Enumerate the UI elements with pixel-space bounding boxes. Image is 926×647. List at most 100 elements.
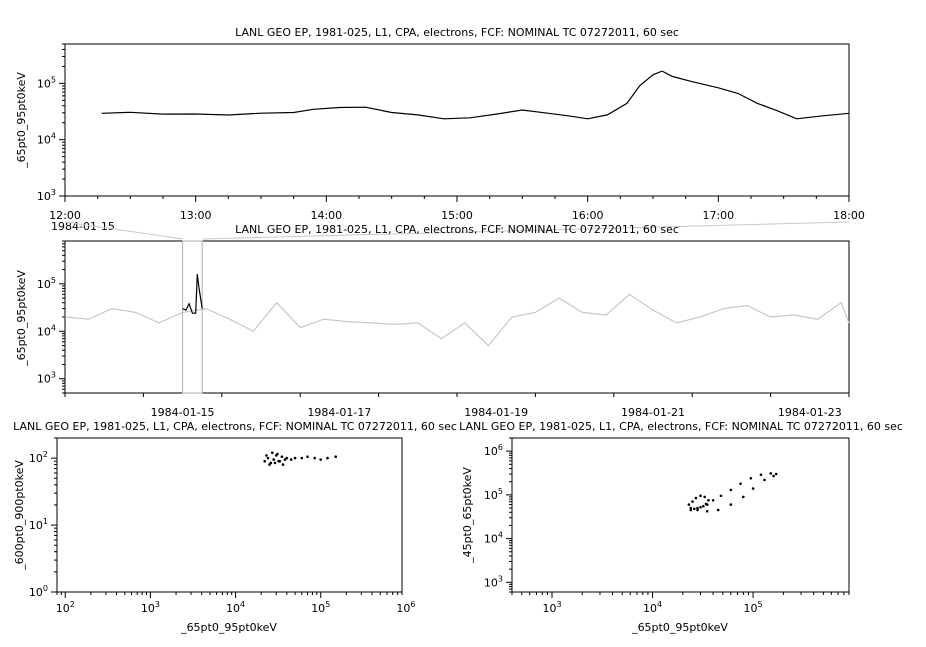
panel-2-y-label: _65pt0_95pt0keV bbox=[15, 270, 28, 367]
x-tick-label: 104 bbox=[643, 600, 662, 615]
panel-1-y-label: _65pt0_95pt0keV bbox=[15, 72, 28, 169]
data-point bbox=[285, 456, 289, 460]
data-point bbox=[742, 495, 745, 499]
data-point bbox=[759, 473, 763, 477]
data-point bbox=[289, 458, 293, 461]
data-point bbox=[696, 508, 699, 512]
data-point bbox=[749, 477, 753, 480]
panel-3-y-label: _600pt0_900pt0keV bbox=[13, 460, 26, 571]
y-tick-label: 106 bbox=[484, 443, 503, 458]
data-point bbox=[334, 455, 338, 459]
y-tick-label: 104 bbox=[37, 132, 56, 147]
x-tick-label: 16:00 bbox=[572, 209, 604, 222]
zoom-connector-left bbox=[64, 221, 184, 240]
data-point bbox=[306, 455, 309, 459]
data-point bbox=[699, 494, 702, 498]
x-tick-label: 18:00 bbox=[833, 209, 865, 222]
panel-3-points bbox=[263, 451, 338, 466]
panel-2-title: LANL GEO EP, 1981-025, L1, CPA, electron… bbox=[235, 223, 679, 236]
panel-4-points bbox=[687, 472, 778, 513]
data-point bbox=[300, 456, 304, 460]
x-tick-label: 14:00 bbox=[310, 209, 342, 222]
data-point bbox=[707, 499, 710, 502]
data-point bbox=[772, 474, 775, 478]
panel-1-y-ticks: 103 104 105 bbox=[37, 43, 65, 203]
panel-4-y-label: _45pt0_65pt0keV bbox=[461, 467, 474, 564]
x-tick-label: 1984-01-21 bbox=[621, 406, 685, 419]
panel-2-series-overview bbox=[64, 293, 850, 347]
x-tick-label: 1984-01-19 bbox=[464, 406, 528, 419]
panel-2-zoom-box bbox=[182, 240, 203, 394]
data-point bbox=[281, 463, 285, 466]
data-point bbox=[687, 503, 691, 506]
panel-4-x-ticks: 103 104 105 bbox=[511, 592, 850, 615]
data-point bbox=[268, 463, 271, 466]
panel-2-x-ticks: 1984-01-15 1984-01-17 1984-01-19 1984-01-21… bbox=[64, 393, 850, 419]
y-tick-label: 105 bbox=[37, 276, 56, 291]
y-tick-label: 100 bbox=[29, 584, 48, 599]
panel-1-frame bbox=[64, 43, 850, 197]
data-point bbox=[283, 458, 287, 461]
data-point bbox=[326, 456, 329, 460]
panel-3-x-label: _65pt0_95pt0keV bbox=[180, 621, 277, 634]
y-tick-label: 103 bbox=[37, 188, 56, 203]
data-point bbox=[319, 458, 323, 461]
y-tick-label: 105 bbox=[484, 487, 503, 502]
panel-time-series: LANL GEO EP, 1981-025, L1, CPA, electron… bbox=[15, 26, 865, 233]
y-tick-label: 101 bbox=[29, 517, 48, 532]
data-point bbox=[751, 487, 755, 490]
data-point bbox=[705, 510, 709, 513]
panel-overview: LANL GEO EP, 1981-025, L1, CPA, electron… bbox=[15, 223, 850, 419]
panel-3-y-ticks: 100 101 102 bbox=[29, 437, 57, 599]
data-point bbox=[280, 455, 284, 459]
data-point bbox=[693, 507, 696, 511]
data-point bbox=[266, 456, 270, 460]
x-tick-label: 103 bbox=[141, 600, 160, 615]
data-point bbox=[702, 504, 705, 508]
data-point bbox=[691, 500, 694, 503]
panel-1-x-ticks: 12:00 13:00 14:00 15:00 16:00 17:00 18:00 bbox=[49, 196, 865, 222]
data-point bbox=[696, 506, 699, 510]
x-tick-label: 15:00 bbox=[441, 209, 473, 222]
data-point bbox=[703, 495, 706, 499]
x-tick-label: 13:00 bbox=[180, 209, 212, 222]
data-point bbox=[271, 451, 274, 455]
data-point bbox=[716, 508, 720, 512]
x-tick-label: 102 bbox=[56, 600, 75, 615]
x-tick-label: 1984-01-17 bbox=[307, 406, 371, 419]
x-tick-label: 104 bbox=[226, 600, 245, 615]
y-tick-label: 105 bbox=[37, 75, 56, 90]
data-point bbox=[774, 472, 778, 476]
data-point bbox=[694, 496, 698, 500]
panel-scatter-right: LANL GEO EP, 1981-025, L1, CPA, electron… bbox=[459, 420, 903, 634]
zoom-connector-lines bbox=[64, 221, 850, 240]
zoom-connector-right bbox=[202, 221, 850, 240]
panel-4-y-ticks: 103 104 105 106 bbox=[484, 437, 512, 593]
data-point bbox=[763, 478, 766, 482]
y-tick-label: 102 bbox=[29, 450, 48, 465]
panel-1-series-line bbox=[101, 70, 850, 120]
x-tick-label: 12:00 bbox=[49, 209, 81, 222]
data-point bbox=[729, 488, 733, 492]
x-tick-label: 1984-01-15 bbox=[151, 406, 215, 419]
panel-4-x-label: _65pt0_95pt0keV bbox=[631, 621, 728, 634]
data-point bbox=[729, 503, 733, 506]
data-point bbox=[265, 454, 268, 457]
panel-2-y-ticks: 103 104 105 bbox=[37, 240, 65, 394]
data-point bbox=[711, 499, 715, 502]
panel-4-title: LANL GEO EP, 1981-025, L1, CPA, electron… bbox=[459, 420, 903, 433]
data-point bbox=[699, 506, 702, 509]
y-tick-label: 104 bbox=[37, 323, 56, 338]
data-point bbox=[769, 472, 773, 475]
panel-4-frame bbox=[511, 437, 850, 593]
x-tick-label: 17:00 bbox=[702, 209, 734, 222]
panel-1-date-note: 1984-01-15 bbox=[51, 220, 115, 233]
y-tick-label: 103 bbox=[484, 574, 503, 589]
y-tick-label: 104 bbox=[484, 531, 503, 546]
data-point bbox=[263, 459, 267, 463]
panel-3-frame bbox=[56, 437, 403, 593]
data-point bbox=[739, 482, 742, 486]
x-tick-label: 105 bbox=[744, 600, 763, 615]
panel-3-title: LANL GEO EP, 1981-025, L1, CPA, electron… bbox=[13, 420, 457, 433]
